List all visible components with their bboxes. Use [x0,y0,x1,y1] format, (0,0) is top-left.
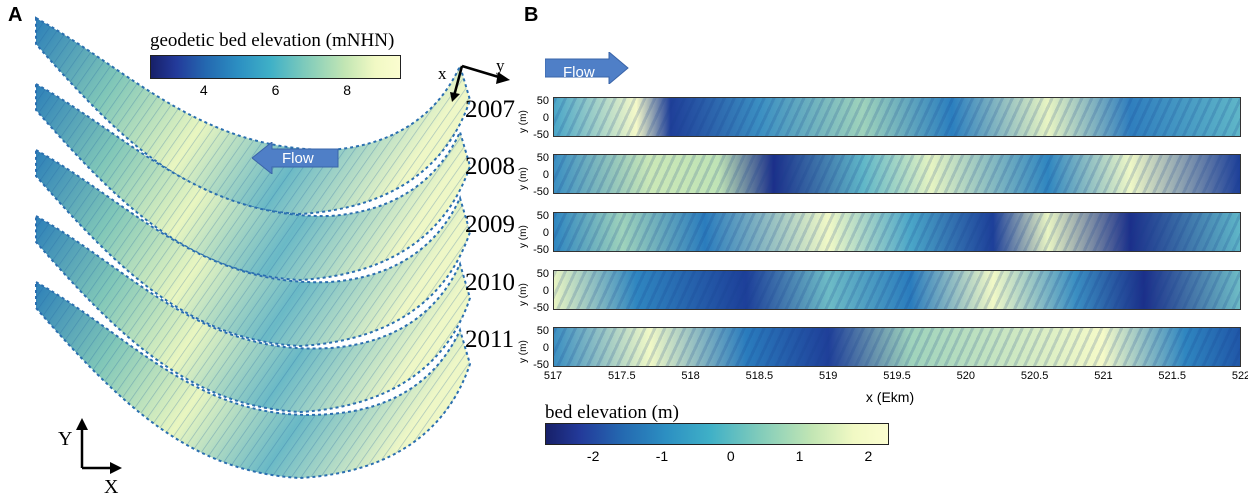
panel-a-colorbar-title: geodetic bed elevation (mNHN) [150,30,395,51]
x-axis-label: x (Ekm) [865,389,915,405]
x-tick-label: 519 [819,370,838,382]
elevation-strip-2007 [553,97,1241,137]
x-tick-label: 517 [543,370,563,382]
x-tick-label: 520 [956,370,975,382]
year-label: 2009 [465,211,515,238]
panel-b-label: B [524,4,539,26]
river-bend-texture [36,282,470,478]
strip-texture [554,271,1240,309]
elevation-strip-2008 [553,154,1241,194]
x-tick-label: 519.5 [883,370,911,382]
panel-b-colorbar-tick: 1 [795,448,804,464]
year-label: 2011 [465,326,515,353]
y-tick-label: 50 [536,210,549,222]
y-tick-label: -50 [533,129,549,141]
x-tick-label: 517.5 [608,370,636,382]
y-tick-label: 0 [542,227,549,239]
strip-texture [554,155,1240,193]
global-axes-icon [76,418,122,474]
x-tick-label: 521.5 [1158,370,1186,382]
local-y-label: y [496,56,505,75]
panel-a-colorbar-tick: 8 [343,82,352,98]
elevation-strip-2011 [553,327,1241,367]
panel-a-flow-label: Flow [282,150,314,167]
panel-a-colorbar-tick: 6 [271,82,280,98]
panel-b-flow-arrow [544,50,629,89]
y-tick-label: 0 [542,169,549,181]
x-tick-label: 518 [681,370,700,382]
panel-a-flow-arrow [251,140,340,179]
panel-a-colorbar [150,55,401,79]
y-tick-label: -50 [533,186,549,198]
panel-b-flow-label: Flow [563,64,595,81]
y-tick-label: 50 [536,325,549,337]
panel-a-river-bends [35,16,472,480]
y-tick-label: 0 [542,342,549,354]
river-bend-texture [36,216,470,412]
x-tick-label: 522 [1231,370,1248,382]
panel-b-colorbar-title: bed elevation (m) [545,402,680,423]
y-tick-label: 0 [542,112,549,124]
global-x-label: X [104,476,119,498]
x-tick-label: 520.5 [1020,370,1049,382]
x-tick-label: 521 [1094,370,1113,382]
panel-b-colorbar-tick: 2 [864,448,873,464]
global-y-label: Y [58,428,73,450]
y-tick-label: -50 [533,244,549,256]
year-label: 2007 [465,96,515,123]
year-label: 2010 [465,269,515,296]
panel-a-colorbar-tick: 4 [199,82,208,98]
river-bend-texture [36,84,470,280]
strip-texture [554,98,1240,136]
river-bend-texture [36,18,470,214]
local-x-label: x [438,64,447,83]
panel-b-colorbar-tick: -1 [655,448,669,464]
x-tick-label: 518.5 [745,370,774,382]
strip-texture [554,328,1240,366]
strip-texture [554,213,1240,251]
elevation-strip-2009 [553,212,1241,252]
river-bend-texture [36,150,470,346]
y-tick-label: 50 [536,152,549,164]
panel-a-label: A [8,4,23,26]
elevation-strip-2010 [553,270,1241,310]
y-tick-label: -50 [533,359,549,371]
panel-b-colorbar [545,423,889,445]
y-tick-label: 50 [536,95,549,107]
local-axes-icon [450,64,510,102]
y-tick-label: 50 [536,268,549,280]
y-tick-label: 0 [542,285,549,297]
panel-b-colorbar-tick: -2 [586,448,600,464]
y-tick-label: -50 [533,302,549,314]
panel-b-colorbar-tick: 0 [726,448,735,464]
year-label: 2008 [465,153,515,180]
